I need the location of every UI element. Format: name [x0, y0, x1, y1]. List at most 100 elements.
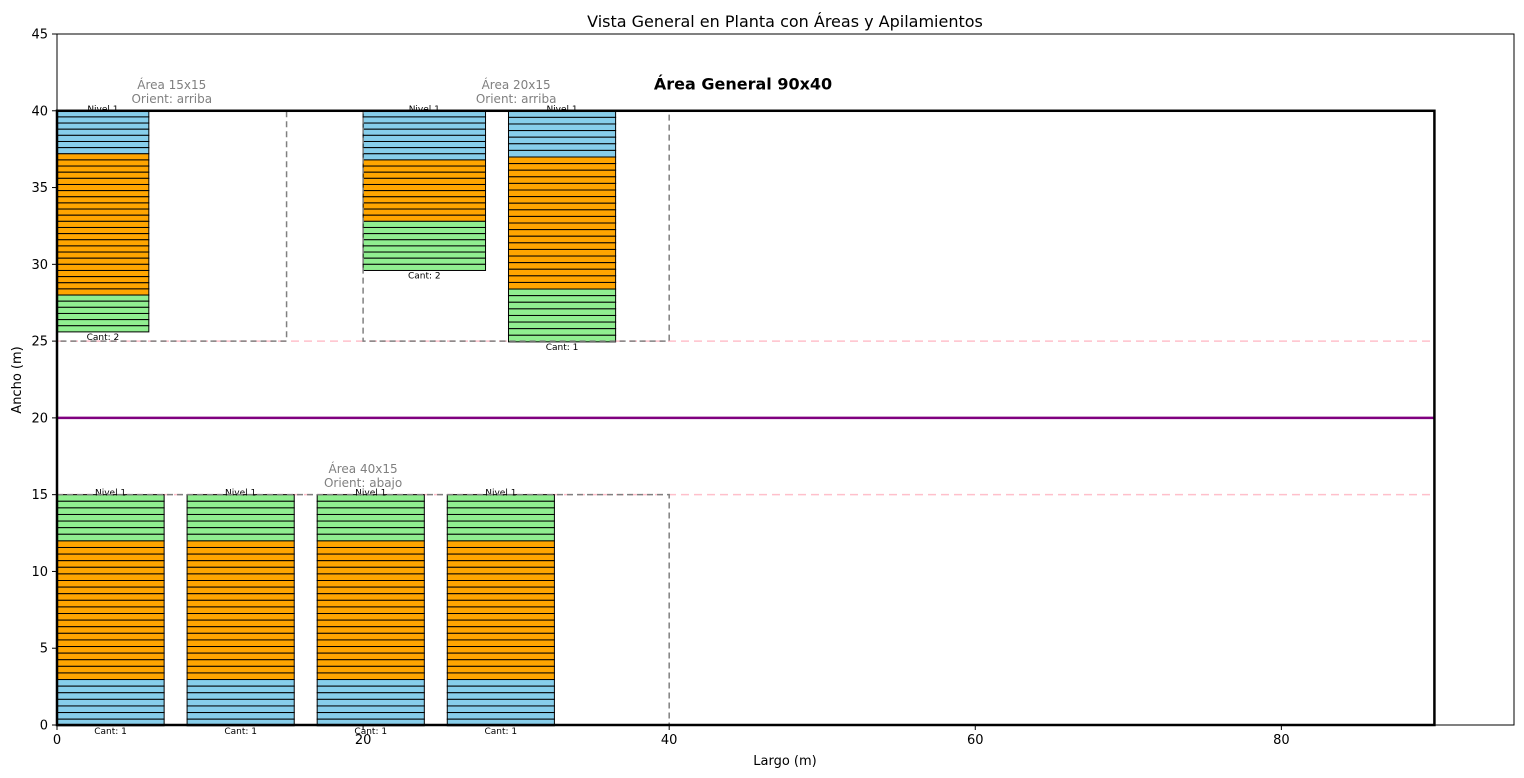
stack-level-bar	[507, 143, 617, 151]
stack-level-bar	[446, 586, 555, 595]
stack-level-bar	[56, 632, 165, 641]
stack-level-bar	[186, 652, 295, 661]
stack-level-bar	[56, 566, 165, 575]
stack-level-bar	[362, 263, 487, 271]
plot-frame	[56, 33, 1515, 726]
stack-level-bar	[56, 159, 150, 167]
stack-level-bar	[316, 593, 425, 601]
stack-top-label: Nivel 1	[355, 489, 386, 499]
stack-level-bar	[56, 599, 165, 608]
stack-level-bar	[186, 639, 295, 648]
stack-level-bar	[186, 632, 295, 641]
stack-level-bar	[56, 147, 150, 155]
stack-level-bar	[507, 262, 617, 270]
stack-level-bar	[507, 169, 617, 178]
stack-level-bar	[316, 705, 425, 714]
stack-level-bar	[56, 533, 165, 542]
stack-level-bar	[316, 553, 425, 562]
stack-level-bar	[56, 294, 150, 302]
stack-level-bar	[316, 599, 425, 608]
stack-level-bar	[507, 268, 617, 277]
stack-level-bar	[446, 540, 555, 548]
stack-level-bar	[507, 163, 617, 171]
stack-level-bar	[446, 533, 555, 542]
stack-level-bar	[56, 319, 150, 327]
stack-level-bar	[362, 196, 487, 204]
stack-level-bar	[316, 659, 425, 667]
stack-level-bar	[446, 606, 555, 615]
stack-level-bar	[316, 533, 425, 542]
stack-level-bar	[507, 328, 617, 336]
stack-level-bar	[186, 626, 295, 634]
stack-level-bar	[507, 255, 617, 264]
stack-level-bar	[316, 639, 425, 648]
stack-level-bar	[316, 606, 425, 615]
stack-level-bar	[56, 586, 165, 595]
stack-level-bar	[507, 209, 617, 217]
stack-level-bar	[186, 646, 295, 654]
stack-level-bar	[186, 527, 295, 535]
stack-level-bar	[316, 613, 425, 621]
stack-level-bar	[186, 546, 295, 555]
stack-level-bar	[362, 134, 487, 142]
stack-level-bar	[56, 233, 150, 241]
sub-area-orientation: Orient: arriba	[476, 92, 557, 106]
stack-level-bar	[186, 685, 295, 694]
stack-level-bar	[186, 500, 295, 509]
stack-level-bar	[362, 183, 487, 192]
stack-level-bar	[446, 546, 555, 555]
stack-level-bar	[186, 606, 295, 615]
stack-level-bar	[362, 239, 487, 247]
stack-level-bar	[56, 190, 150, 198]
stack-level-bar	[362, 226, 487, 235]
stack-level-bar	[56, 527, 165, 535]
stack-level-bar	[56, 214, 150, 222]
stack-level-bar	[446, 639, 555, 648]
stack-level-bar	[186, 586, 295, 595]
y-axis-label: Ancho (m)	[10, 346, 25, 413]
stack-level-bar	[56, 613, 165, 621]
stack-level-bar	[507, 242, 617, 250]
stack-level-bar	[446, 652, 555, 661]
stack-level-bar	[362, 202, 487, 210]
stack-level-bar	[56, 171, 150, 179]
stack-level-bar	[56, 560, 165, 568]
sub-area-orientation: Orient: abajo	[324, 476, 402, 490]
stack-level-bar	[507, 275, 617, 283]
stack-level-bar	[186, 580, 295, 588]
stack-bottom-label: Cant: 1	[354, 727, 387, 737]
stack-level-bar	[316, 626, 425, 634]
stack-level-bar	[56, 520, 165, 529]
stack-level-bar	[56, 513, 165, 522]
stack-level-bar	[56, 507, 165, 515]
stack-level-bar	[446, 665, 555, 674]
sub-area-label: Área 15x15	[137, 77, 206, 92]
stack-level-bar	[186, 665, 295, 674]
y-tick-label: 35	[31, 181, 48, 196]
stack-level-bar	[186, 560, 295, 568]
stack-level-bar	[56, 672, 165, 681]
y-tick-label: 25	[31, 335, 48, 350]
stack-level-bar	[56, 705, 165, 714]
stack-level-bar	[56, 306, 150, 314]
y-tick-label: 5	[40, 642, 48, 657]
stack-level-bar	[316, 679, 425, 687]
x-tick-label: 60	[967, 733, 984, 748]
stack-top-label: Nivel 1	[225, 489, 256, 499]
stack-level-bar	[56, 276, 150, 284]
stack-level-bar	[56, 665, 165, 674]
stack-level-bar	[56, 263, 150, 271]
stack-level-bar	[446, 712, 555, 720]
y-tick-label: 0	[40, 719, 48, 734]
stack-level-bar	[56, 251, 150, 259]
stack-level-bar	[362, 257, 487, 265]
stack-level-bar	[507, 301, 617, 310]
stack-bottom-label: Cant: 1	[546, 343, 579, 353]
stack-level-bar	[507, 202, 617, 211]
stack-level-bar	[56, 177, 150, 185]
stack-level-bar	[56, 288, 150, 296]
stack-level-bar	[446, 705, 555, 714]
x-tick-label: 0	[53, 733, 61, 748]
stack-level-bar	[56, 140, 150, 149]
stack-level-bar	[316, 540, 425, 548]
